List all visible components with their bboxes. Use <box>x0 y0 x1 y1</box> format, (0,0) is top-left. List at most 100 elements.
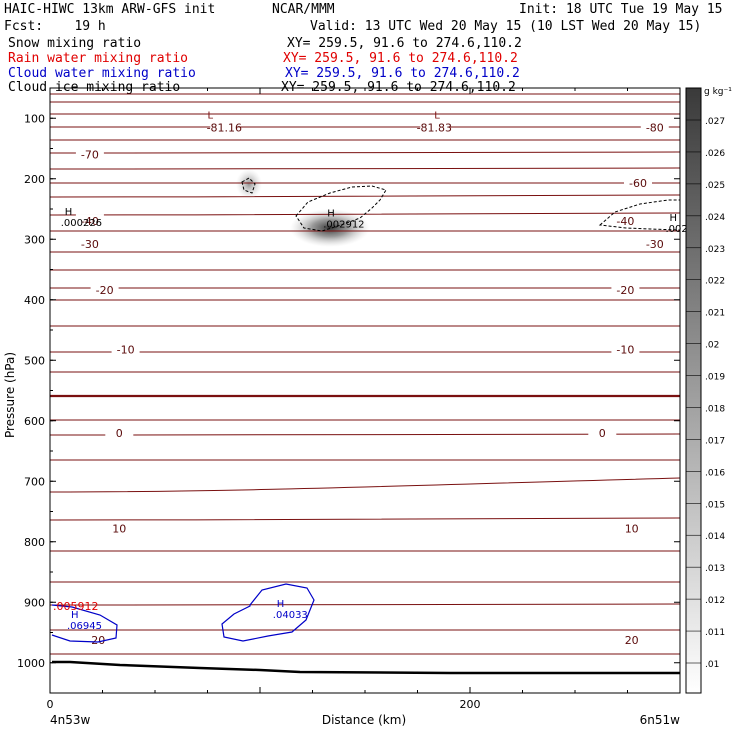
colorbar-tick-label: .01 <box>705 660 719 670</box>
extremum-value: .002912 <box>323 219 364 230</box>
isotherm-label-bg <box>611 214 640 227</box>
isotherm-label: -81.16 <box>207 121 242 134</box>
x-axis-label: Distance (km) <box>322 713 406 727</box>
field-xy-cloud-water: XY= 259.5, 91.6 to 274.6,110.2 <box>285 66 520 81</box>
field-xy-rain: XY= 259.5, 91.6 to 274.6,110.2 <box>283 51 518 66</box>
x-right-location: 6n51w <box>640 713 681 727</box>
colorbar-unit: g kg⁻¹ <box>704 87 732 97</box>
cloud-ice-max-shade <box>290 209 370 247</box>
extremum-value: .000226 <box>61 218 102 229</box>
isotherm-label-bg <box>75 147 104 160</box>
colorbar-tick-label: .018 <box>705 404 725 414</box>
field-label-rain: Rain water mixing ratio <box>8 51 189 66</box>
ice-contour-main <box>295 185 387 232</box>
extremum-value: .04033 <box>273 610 308 621</box>
plot-frame <box>49 87 681 694</box>
colorbar-tick-label: .027 <box>705 117 725 127</box>
y-tick-label: 400 <box>24 294 45 307</box>
isotherm-label-bg <box>617 521 646 534</box>
isotherm-label: 20 <box>91 634 105 647</box>
mixing-ratio-shading <box>236 169 370 247</box>
mixing-ratio-contours <box>51 177 681 643</box>
isotherm-label: -40 <box>616 215 634 228</box>
isotherm-label: -20 <box>616 284 634 297</box>
isotherm-label-bg <box>588 425 617 438</box>
extremum-value: .06945 <box>67 621 102 632</box>
x-tick-label: 0 <box>47 698 54 711</box>
colorbar-tick-label: .015 <box>705 500 725 510</box>
isotherm-label: 0 <box>599 427 606 440</box>
y-tick-label: 1000 <box>17 657 45 670</box>
isotherm-label-bg <box>611 342 640 355</box>
isotherm-label-bg <box>210 120 239 133</box>
cloud-water-contour-mid <box>221 583 315 642</box>
colorbar <box>685 87 702 694</box>
isotherm-line <box>49 477 681 493</box>
y-tick-label: 800 <box>24 536 45 549</box>
isotherm-label: -81.83 <box>417 121 452 134</box>
x-tick-label: 200 <box>460 698 481 711</box>
isotherm-line <box>49 167 681 170</box>
field-xy-snow: XY= 259.5, 91.6 to 274.6,110.2 <box>287 36 522 51</box>
isotherm-line <box>49 603 681 606</box>
isotherm-label: 0 <box>116 427 123 440</box>
x-axis: 0 200 <box>47 88 681 711</box>
extremum-letter: H <box>71 610 79 621</box>
isotherm-label: -60 <box>629 177 647 190</box>
isotherm-line <box>49 433 681 436</box>
init-time: Init: 18 UTC Tue 19 May 15 <box>519 2 723 17</box>
isotherm-label-bg <box>617 632 646 645</box>
y-tick-label: 600 <box>24 415 45 428</box>
isotherm-label-bg <box>75 237 104 250</box>
y-tick-label: 700 <box>24 475 45 488</box>
isotherm-label: -20 <box>96 284 114 297</box>
isotherm-label: -30 <box>81 238 99 251</box>
isotherm-label-bg <box>105 425 134 438</box>
extremum-letter: H <box>277 599 285 610</box>
isotherm-label: 10 <box>625 522 639 535</box>
isotherm-label-bg <box>640 120 669 133</box>
isotherm-line <box>49 151 681 154</box>
extremum-letter: H <box>670 213 678 224</box>
isotherm-label: -40 <box>81 215 99 228</box>
y-tick-label: 900 <box>24 596 45 609</box>
extremum-value: .00217 <box>666 224 701 235</box>
rain-value-label: .005912 <box>53 600 99 613</box>
colorbar-tick-label: .02 <box>705 341 719 351</box>
isotherm-label: -70 <box>81 149 99 162</box>
isotherm-line <box>49 194 681 198</box>
colorbar-tick-label: .019 <box>705 373 725 383</box>
isotherm-line <box>49 212 681 216</box>
colorbar-tick-label: .012 <box>705 596 725 606</box>
extremum-letter: L <box>434 110 440 121</box>
colorbar-tick-label: .023 <box>705 245 725 255</box>
title-left: HAIC-HIWC 13km ARW-GFS init <box>4 2 216 17</box>
isotherm-label-bg <box>111 342 140 355</box>
x-left-location: 4n53w <box>50 713 91 727</box>
cloud-water-contour-left <box>51 604 118 643</box>
isotherm-label: -80 <box>646 121 664 134</box>
colorbar-tick-label: .011 <box>705 628 725 638</box>
extremum-letter: L <box>208 110 214 121</box>
extremum-letter: H <box>327 208 335 219</box>
isotherm-label: -10 <box>616 343 634 356</box>
colorbar-tick-label: .021 <box>705 309 725 319</box>
isotherm-label-bg <box>105 521 134 534</box>
terrain-line <box>52 660 680 675</box>
colorbar-tick-label: .025 <box>705 181 725 191</box>
isotherm-label: -30 <box>646 238 664 251</box>
y-tick-label: 100 <box>24 112 45 125</box>
isotherm-label: 20 <box>625 634 639 647</box>
isotherm-line <box>49 517 681 521</box>
isotherm-label-bg <box>420 120 449 133</box>
y-tick-label: 300 <box>24 233 45 246</box>
isotherm-label-bg <box>624 175 652 188</box>
colorbar-tick-label: .014 <box>705 532 725 542</box>
colorbar-tick-label: .016 <box>705 468 725 478</box>
isotherm-label-bg <box>90 283 119 296</box>
temperature-contours: -81.16 -81.83 -80 -70 -60 -40 -40 -30 -30 -20 -20 -… <box>49 93 681 655</box>
forecast-hour: Fcst: 19 h <box>4 19 106 34</box>
field-label-cloud-water: Cloud water mixing ratio <box>8 66 196 81</box>
